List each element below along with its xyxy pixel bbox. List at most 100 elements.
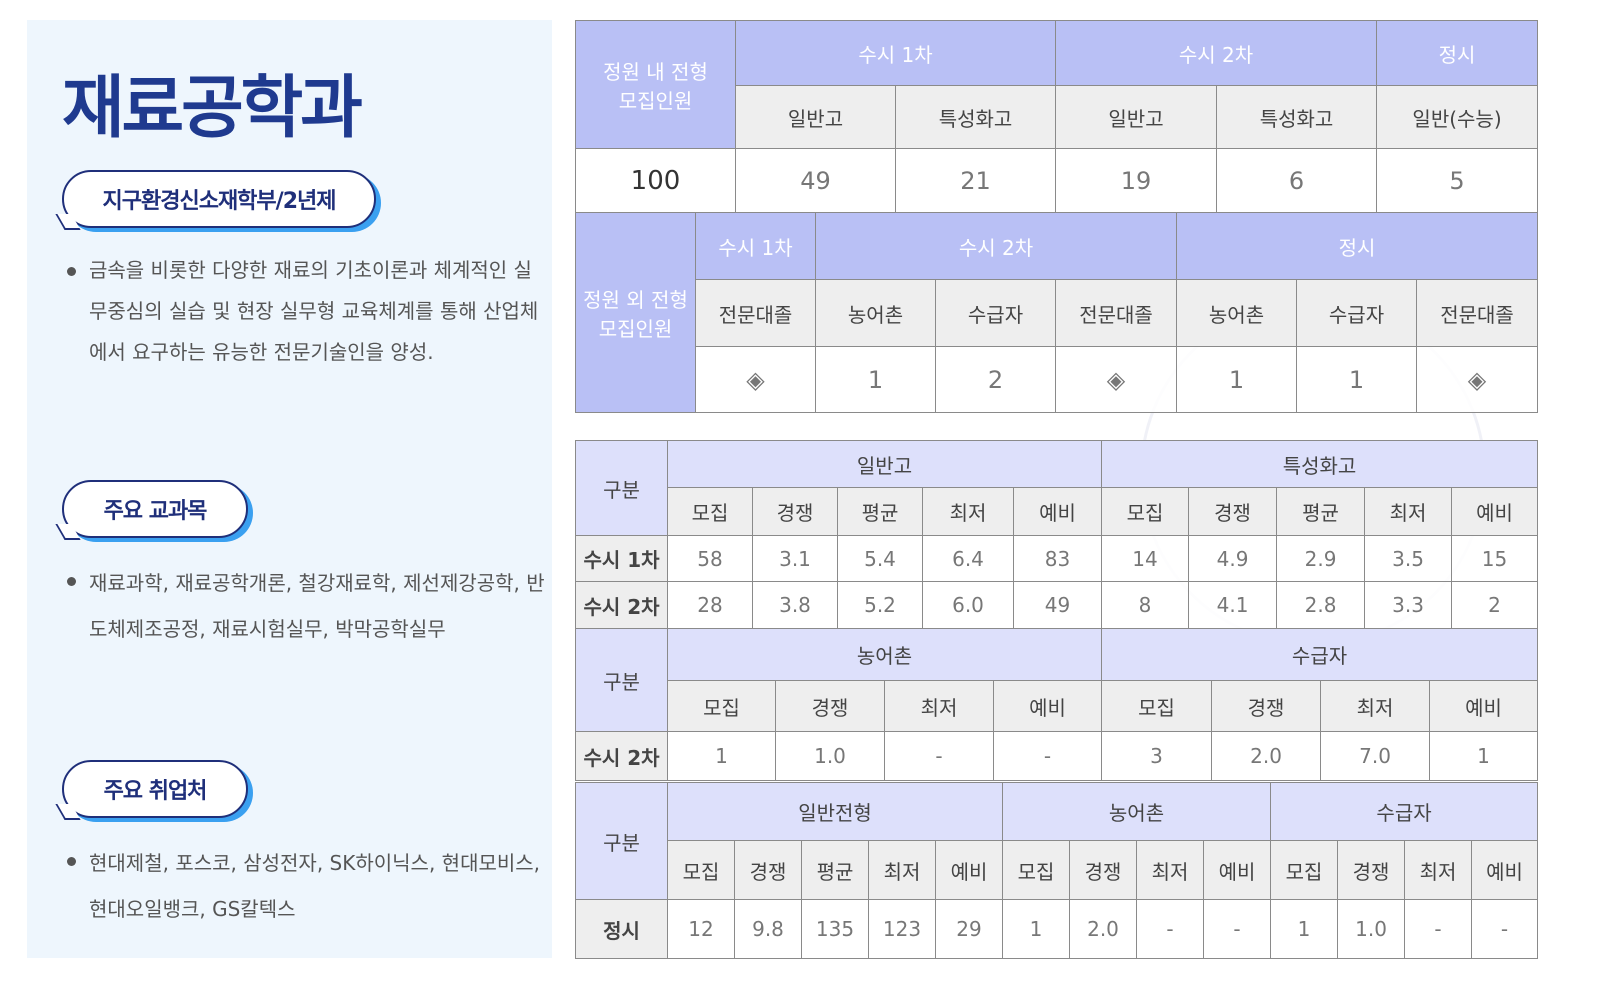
table-cell: 1 [667, 731, 776, 781]
table-cell: 135 [801, 899, 869, 959]
header-cell: 최저 [884, 680, 994, 732]
table-cell: 28 [667, 581, 753, 629]
header-cell: 예비 [1429, 680, 1539, 732]
table-cell: 2.0 [1069, 899, 1137, 959]
table-cell: 9.8 [734, 899, 802, 959]
header-cell: 수급자 [1296, 279, 1418, 347]
header-cell: 모집 [667, 487, 753, 536]
header-cell: 구분 [575, 782, 668, 900]
row-label-cell: 수시 2차 [575, 581, 668, 629]
table-cell: 4.1 [1188, 581, 1278, 629]
header-cell: 평균 [801, 840, 869, 900]
table-row: 정시 12 9.8 135 123 29 1 2.0- -1 1.0- - [575, 899, 1539, 959]
table-cell: 100 [575, 148, 736, 213]
table-row: 일반고 특성화고 일반고 특성화고 일반(수능) [576, 85, 1539, 149]
results-jeongsi-table: 구분 일반전형 농어촌 수급자 모집 경쟁 평균 최저 예비 모집 경쟁 최저 예비 모집 경쟁 최저 예비 정시… [575, 782, 1539, 959]
table-cell: 6 [1216, 148, 1378, 213]
table-cell: ◈ [695, 346, 816, 413]
table-cell: - [1404, 899, 1473, 959]
table-cell: 8 [1101, 581, 1190, 629]
table-row: 구분 농어촌 수급자 [575, 628, 1539, 732]
header-cell: 경쟁 [734, 840, 802, 900]
table-cell: 2.0 [1211, 731, 1322, 781]
table-cell: - [1202, 899, 1272, 959]
table-cell: 2 [1451, 581, 1539, 629]
header-cell: 정시 [1376, 20, 1539, 86]
table-cell: 49 [1012, 581, 1103, 629]
header-cell: 예비 [1471, 840, 1539, 900]
table-row: 모집 경쟁 최저 예비 모집 경쟁 최저 예비 [576, 680, 1539, 732]
row-label-cell: 수시 2차 [575, 731, 668, 781]
header-cell: 일반고 [666, 440, 1103, 488]
header-cell: 경쟁 [1069, 840, 1137, 900]
header-cell: 농어촌 [666, 628, 1103, 681]
table-row: 수시 2차 28 3.8 5.2 6.0 49 8 4.1 2.8 3.3 2 [575, 581, 1539, 629]
header-cell: 농어촌 [815, 279, 936, 347]
header-cell: 예비 [1012, 487, 1103, 536]
row-label-cell: 정시 [575, 899, 668, 959]
header-cell: 농어촌 [1001, 782, 1272, 841]
table-cell: 3.1 [752, 535, 838, 582]
table-row: 수시 1차 58 3.1 5.4 6.4 83 14 4.9 2.9 3.5 15 [575, 535, 1539, 582]
header-cell: 예비 [935, 840, 1003, 900]
header-cell: 최저 [922, 487, 1014, 536]
header-cell: 정원 내 전형 모집인원 [575, 20, 736, 149]
header-cell: 구분 [575, 440, 668, 536]
header-cell: 모집 [1270, 840, 1339, 900]
header-cell: 일반고 [735, 85, 896, 149]
header-cell: 모집 [667, 840, 735, 900]
table-cell: 5.2 [837, 581, 923, 629]
section-badge-division: 지구환경신소재학부/2년제 [62, 170, 376, 228]
header-cell: 특성화고 [1216, 85, 1378, 149]
table-cell: 49 [735, 148, 896, 213]
header-cell: 예비 [992, 680, 1103, 732]
table-cell: 123 [868, 899, 936, 959]
header-cell: 모집 [1101, 680, 1213, 732]
results-susi2-special-table: 구분 농어촌 수급자 모집 경쟁 최저 예비 모집 경쟁 최저 예비 수시 2차 1 1.0- -3 2.0 7… [575, 628, 1539, 781]
header-cell: 수시 2차 [1055, 20, 1378, 86]
table-cell: 6.4 [922, 535, 1014, 582]
table-cell: 2.9 [1276, 535, 1366, 582]
header-cell: 최저 [1404, 840, 1473, 900]
header-cell: 모집 [1002, 840, 1070, 900]
table-cell: 1 [1176, 346, 1298, 413]
table-cell: 5.4 [837, 535, 923, 582]
table-cell: 58 [667, 535, 753, 582]
table-cell: - [992, 731, 1103, 781]
table-cell: 3.8 [752, 581, 838, 629]
header-cell: 정시 [1176, 212, 1539, 280]
results-susi-table: 구분 일반고 특성화고 모집 경쟁 평균 최저 예비 모집 경쟁 평균 최저 예비 수시 1차 58 3.1 5… [575, 440, 1539, 629]
table-row: 100 49 21 19 6 5 [575, 148, 1539, 213]
table-cell: 2 [935, 346, 1056, 413]
table-cell: 1 [1270, 899, 1339, 959]
header-cell: 구분 [575, 628, 668, 732]
table-cell: ◈ [1416, 346, 1539, 413]
table-cell: 19 [1055, 148, 1218, 213]
quota-outside-table: 정원 외 전형 모집인원 수시 1차 수시 2차 정시 전문대졸 농어촌 수급자 전문대졸 농어… [575, 212, 1539, 413]
header-cell: 전문대졸 [695, 279, 816, 347]
table-row: 전문대졸 농어촌 수급자 전문대졸 농어촌 수급자 전문대졸 [576, 279, 1539, 347]
table-cell: 15 [1451, 535, 1539, 582]
header-cell: 모집 [1101, 487, 1190, 536]
section-text-courses: 재료과학, 재료공학개론, 철강재료학, 제선제강공학, 반도체제조공정, 재료… [67, 560, 549, 652]
table-row: 정원 내 전형 모집인원 수시 1차 수시 2차 정시 [575, 20, 1539, 149]
header-cell: 정원 외 전형 모집인원 [575, 212, 696, 413]
table-row: 구분 일반고 특성화고 [575, 440, 1539, 536]
table-cell: 7.0 [1320, 731, 1431, 781]
header-cell: 수급자 [1101, 628, 1539, 681]
table-cell: 3.3 [1364, 581, 1453, 629]
header-cell: 평균 [837, 487, 923, 536]
row-label-cell: 수시 1차 [575, 535, 668, 582]
table-cell: 12 [667, 899, 735, 959]
quota-inside-table: 정원 내 전형 모집인원 수시 1차 수시 2차 정시 일반고 특성화고 일반고 특성화고 일반… [575, 20, 1539, 213]
header-cell: 수시 1차 [695, 212, 816, 280]
table-cell: 2.8 [1276, 581, 1366, 629]
table-cell: 1 [1429, 731, 1539, 781]
header-cell: 특성화고 [894, 85, 1057, 149]
header-cell: 수시 2차 [814, 212, 1178, 280]
table-row: 정원 외 전형 모집인원 수시 1차 수시 2차 정시 [575, 212, 1539, 413]
header-cell: 평균 [1276, 487, 1366, 536]
table-cell: 3 [1101, 731, 1213, 781]
table-cell: 1.0 [775, 731, 885, 781]
department-panel: 재료공학과 지구환경신소재학부/2년제 금속을 비롯한 다양한 재료의 기초이론… [27, 20, 552, 958]
